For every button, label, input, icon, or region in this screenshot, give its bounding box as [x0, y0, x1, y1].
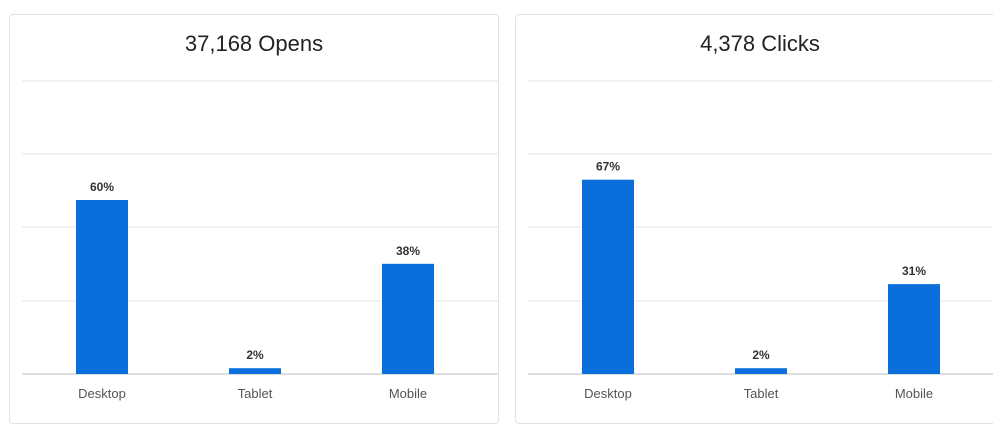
opens-category-label-tablet: Tablet	[238, 386, 273, 401]
clicks-category-label-desktop: Desktop	[584, 386, 632, 401]
opens-value-label-desktop: 60%	[90, 180, 114, 194]
opens-bar-mobile	[382, 263, 434, 374]
clicks-category-label-tablet: Tablet	[744, 386, 779, 401]
clicks-bar-chart: 67% Desktop 2% Tablet 31% Mobile	[528, 80, 993, 401]
clicks-value-label-tablet: 2%	[752, 348, 770, 362]
opens-chart-title: 37,168 Opens	[184, 31, 324, 56]
opens-category-label-desktop: Desktop	[78, 386, 126, 401]
clicks-chart-title: 4,378 Clicks	[700, 31, 820, 56]
clicks-category-label-mobile: Mobile	[895, 386, 933, 401]
clicks-value-label-desktop: 67%	[596, 160, 620, 174]
clicks-bar-mobile	[888, 284, 940, 374]
opens-value-label-mobile: 38%	[396, 244, 420, 258]
clicks-value-label-mobile: 31%	[902, 264, 926, 278]
opens-chart-panel: 37,168 Opens 60% Desktop 2% Tablet 38% Mobile	[9, 14, 499, 424]
clicks-bar-desktop	[582, 179, 634, 374]
opens-category-label-mobile: Mobile	[389, 386, 427, 401]
opens-bar-chart: 60% Desktop 2% Tablet 38% Mobile	[22, 80, 498, 401]
clicks-bar-tablet	[735, 368, 787, 374]
opens-bar-desktop	[76, 200, 128, 374]
opens-bar-tablet	[229, 368, 281, 374]
clicks-chart-panel: 4,378 Clicks 67% Desktop 2% Tablet 31% Mobile	[515, 14, 993, 424]
opens-value-label-tablet: 2%	[246, 348, 264, 362]
